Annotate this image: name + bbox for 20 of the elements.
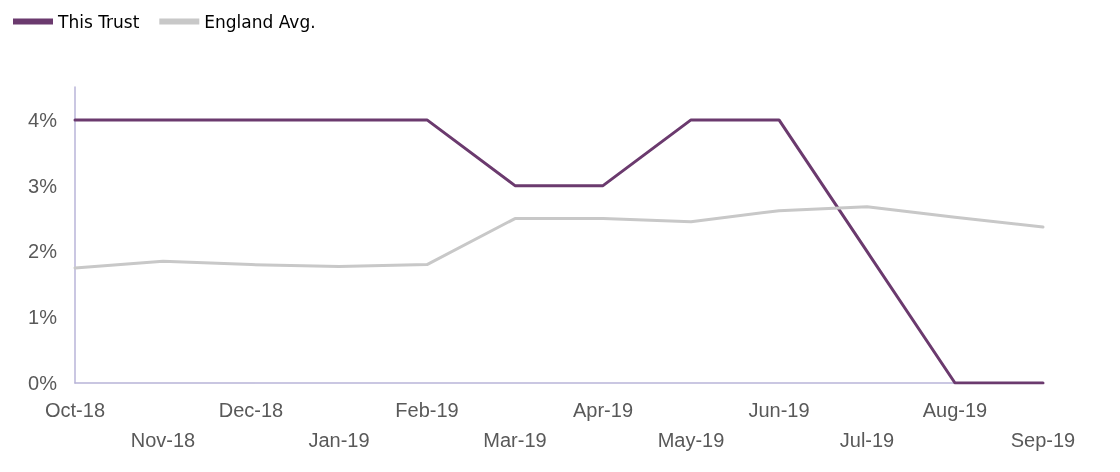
y-tick-label: 4% [28,108,58,131]
x-tick-label: Feb-19 [395,399,459,421]
x-tick-label: May-19 [657,429,725,451]
x-tick-label: Sep-19 [1010,429,1076,451]
y-tick-label: 1% [28,306,58,329]
legend-label: England Avg. [204,11,316,32]
x-tick-label: Apr-19 [572,399,634,421]
line-series [73,205,1045,270]
x-tick-label: Jan-19 [308,429,370,451]
x-tick-label: Jul-19 [839,429,895,451]
y-tick-label: 0% [28,372,58,394]
x-tick-label: Nov-18 [130,429,196,451]
x-tick-label: Oct-18 [44,399,106,421]
x-tick-label: Aug-19 [922,399,988,421]
x-tick-label: Mar-19 [483,429,547,451]
legend-label: This Trust [57,11,140,32]
y-tick-label: 2% [28,240,58,263]
x-tick-label: Dec-18 [218,399,284,421]
x-tick-label: Jun-19 [748,399,810,421]
y-tick-label: 3% [28,174,58,197]
